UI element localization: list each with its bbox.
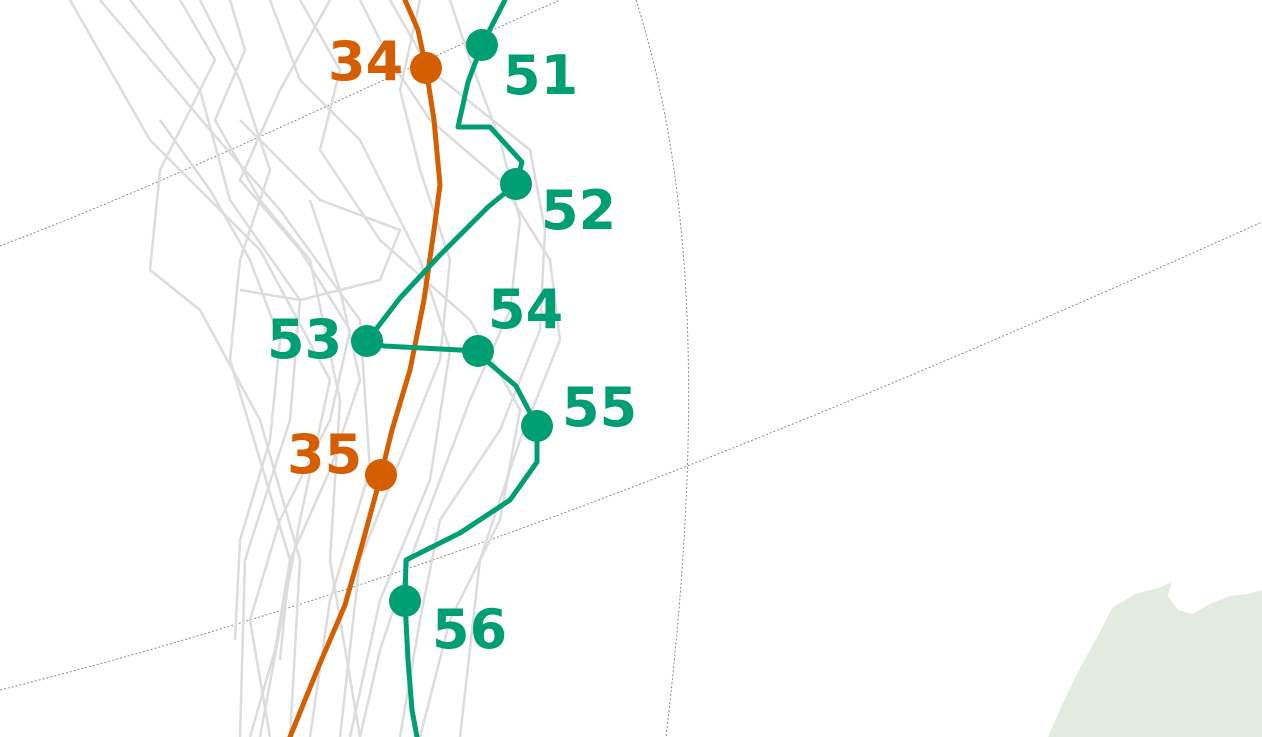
history-track xyxy=(239,119,402,302)
history-track xyxy=(158,119,282,641)
green-track-point xyxy=(466,29,498,61)
green-point-label: 54 xyxy=(488,278,563,341)
history-track xyxy=(68,0,332,737)
green-point-label: 53 xyxy=(267,308,342,371)
history-track xyxy=(213,0,362,737)
green-track-point xyxy=(500,168,532,200)
graticule-parallel-middle xyxy=(0,221,1262,691)
green-track-point xyxy=(462,335,494,367)
green-track-point xyxy=(389,585,421,617)
orange-point-label: 34 xyxy=(328,30,403,93)
orange-track-point xyxy=(365,459,397,491)
history-track xyxy=(198,0,292,737)
orange-point-label: 35 xyxy=(287,423,362,486)
green-point-label: 56 xyxy=(432,598,507,661)
green-point-label: 55 xyxy=(562,376,637,439)
history-track xyxy=(388,0,547,737)
green-track-line xyxy=(364,0,540,737)
graticule-parallel-north xyxy=(0,0,561,247)
green-point-label: 51 xyxy=(503,44,578,107)
history-track xyxy=(338,0,452,737)
graticule-meridian xyxy=(635,0,690,737)
history-track xyxy=(298,0,522,737)
history-track xyxy=(148,0,302,737)
green-track-point xyxy=(521,410,553,442)
green-track: 51 52 53 54 55 56 xyxy=(267,0,637,737)
green-point-label: 52 xyxy=(541,179,616,242)
green-track-point xyxy=(351,325,383,357)
history-track xyxy=(278,199,362,661)
orange-track-point xyxy=(410,52,442,84)
orange-track: 34 35 xyxy=(287,0,443,737)
history-track xyxy=(268,0,452,737)
land-area xyxy=(1048,582,1262,737)
